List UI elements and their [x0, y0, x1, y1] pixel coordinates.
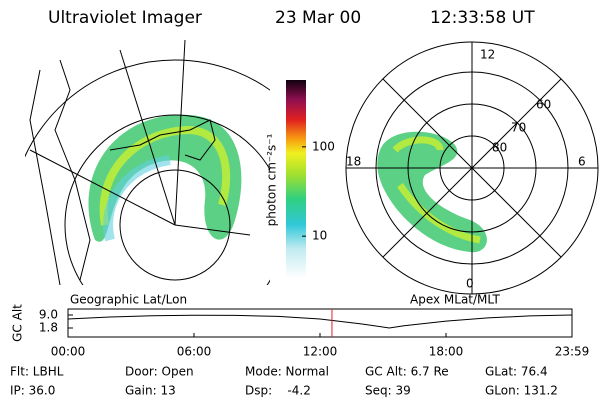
panel-label: Geographic Lat/Lon [70, 293, 187, 307]
info-text: Dsp: -4.2 [245, 384, 311, 398]
info-text: Mode: Normal [245, 365, 329, 379]
mlt-label: 6 [578, 155, 586, 169]
info-text: Flt: LBHL [10, 365, 64, 379]
info-text: GC Alt: 6.7 Re [365, 365, 449, 379]
time: 12:33:58 UT [430, 8, 535, 28]
info-text: GLon: 131.2 [485, 384, 558, 398]
mlt-label: 18 [346, 155, 361, 169]
colorbar-label: photon cm⁻²s⁻¹ [265, 133, 279, 226]
info-text: Seq: 39 [365, 384, 411, 398]
info-text: IP: 36.0 [10, 384, 55, 398]
colorbar-tick-label: 10 [312, 229, 327, 243]
lat-label: 70 [511, 121, 526, 135]
date: 23 Mar 00 [275, 8, 361, 28]
colorbar-tick-label: 100 [312, 139, 335, 153]
mlt-label: 0 [466, 277, 474, 291]
x-tick-label: 12:00 [303, 345, 338, 359]
geographic-image [25, 40, 270, 285]
panel-label: Apex MLat/MLT [410, 293, 500, 307]
altitude-curve [67, 314, 573, 329]
info-text: Door: Open [125, 365, 194, 379]
y-axis-label: GC Alt [11, 304, 25, 342]
colorbar [286, 80, 306, 278]
title: Ultraviolet Imager [48, 8, 202, 28]
info-text: GLat: 76.4 [485, 365, 548, 379]
y-tick-label: 9.0 [39, 308, 58, 322]
x-tick-label: 18:00 [429, 345, 464, 359]
y-tick-label: 1.8 [39, 321, 58, 335]
lat-label: 60 [536, 98, 551, 112]
x-tick-label: 06:00 [177, 345, 212, 359]
polar-image [345, 41, 599, 295]
mlt-label: 12 [480, 48, 495, 62]
x-tick-label: 00:00 [51, 345, 86, 359]
lat-label: 80 [492, 141, 507, 155]
x-tick-label: 23:59 [555, 345, 590, 359]
info-text: Gain: 13 [125, 384, 176, 398]
altitude-frame [67, 308, 573, 338]
